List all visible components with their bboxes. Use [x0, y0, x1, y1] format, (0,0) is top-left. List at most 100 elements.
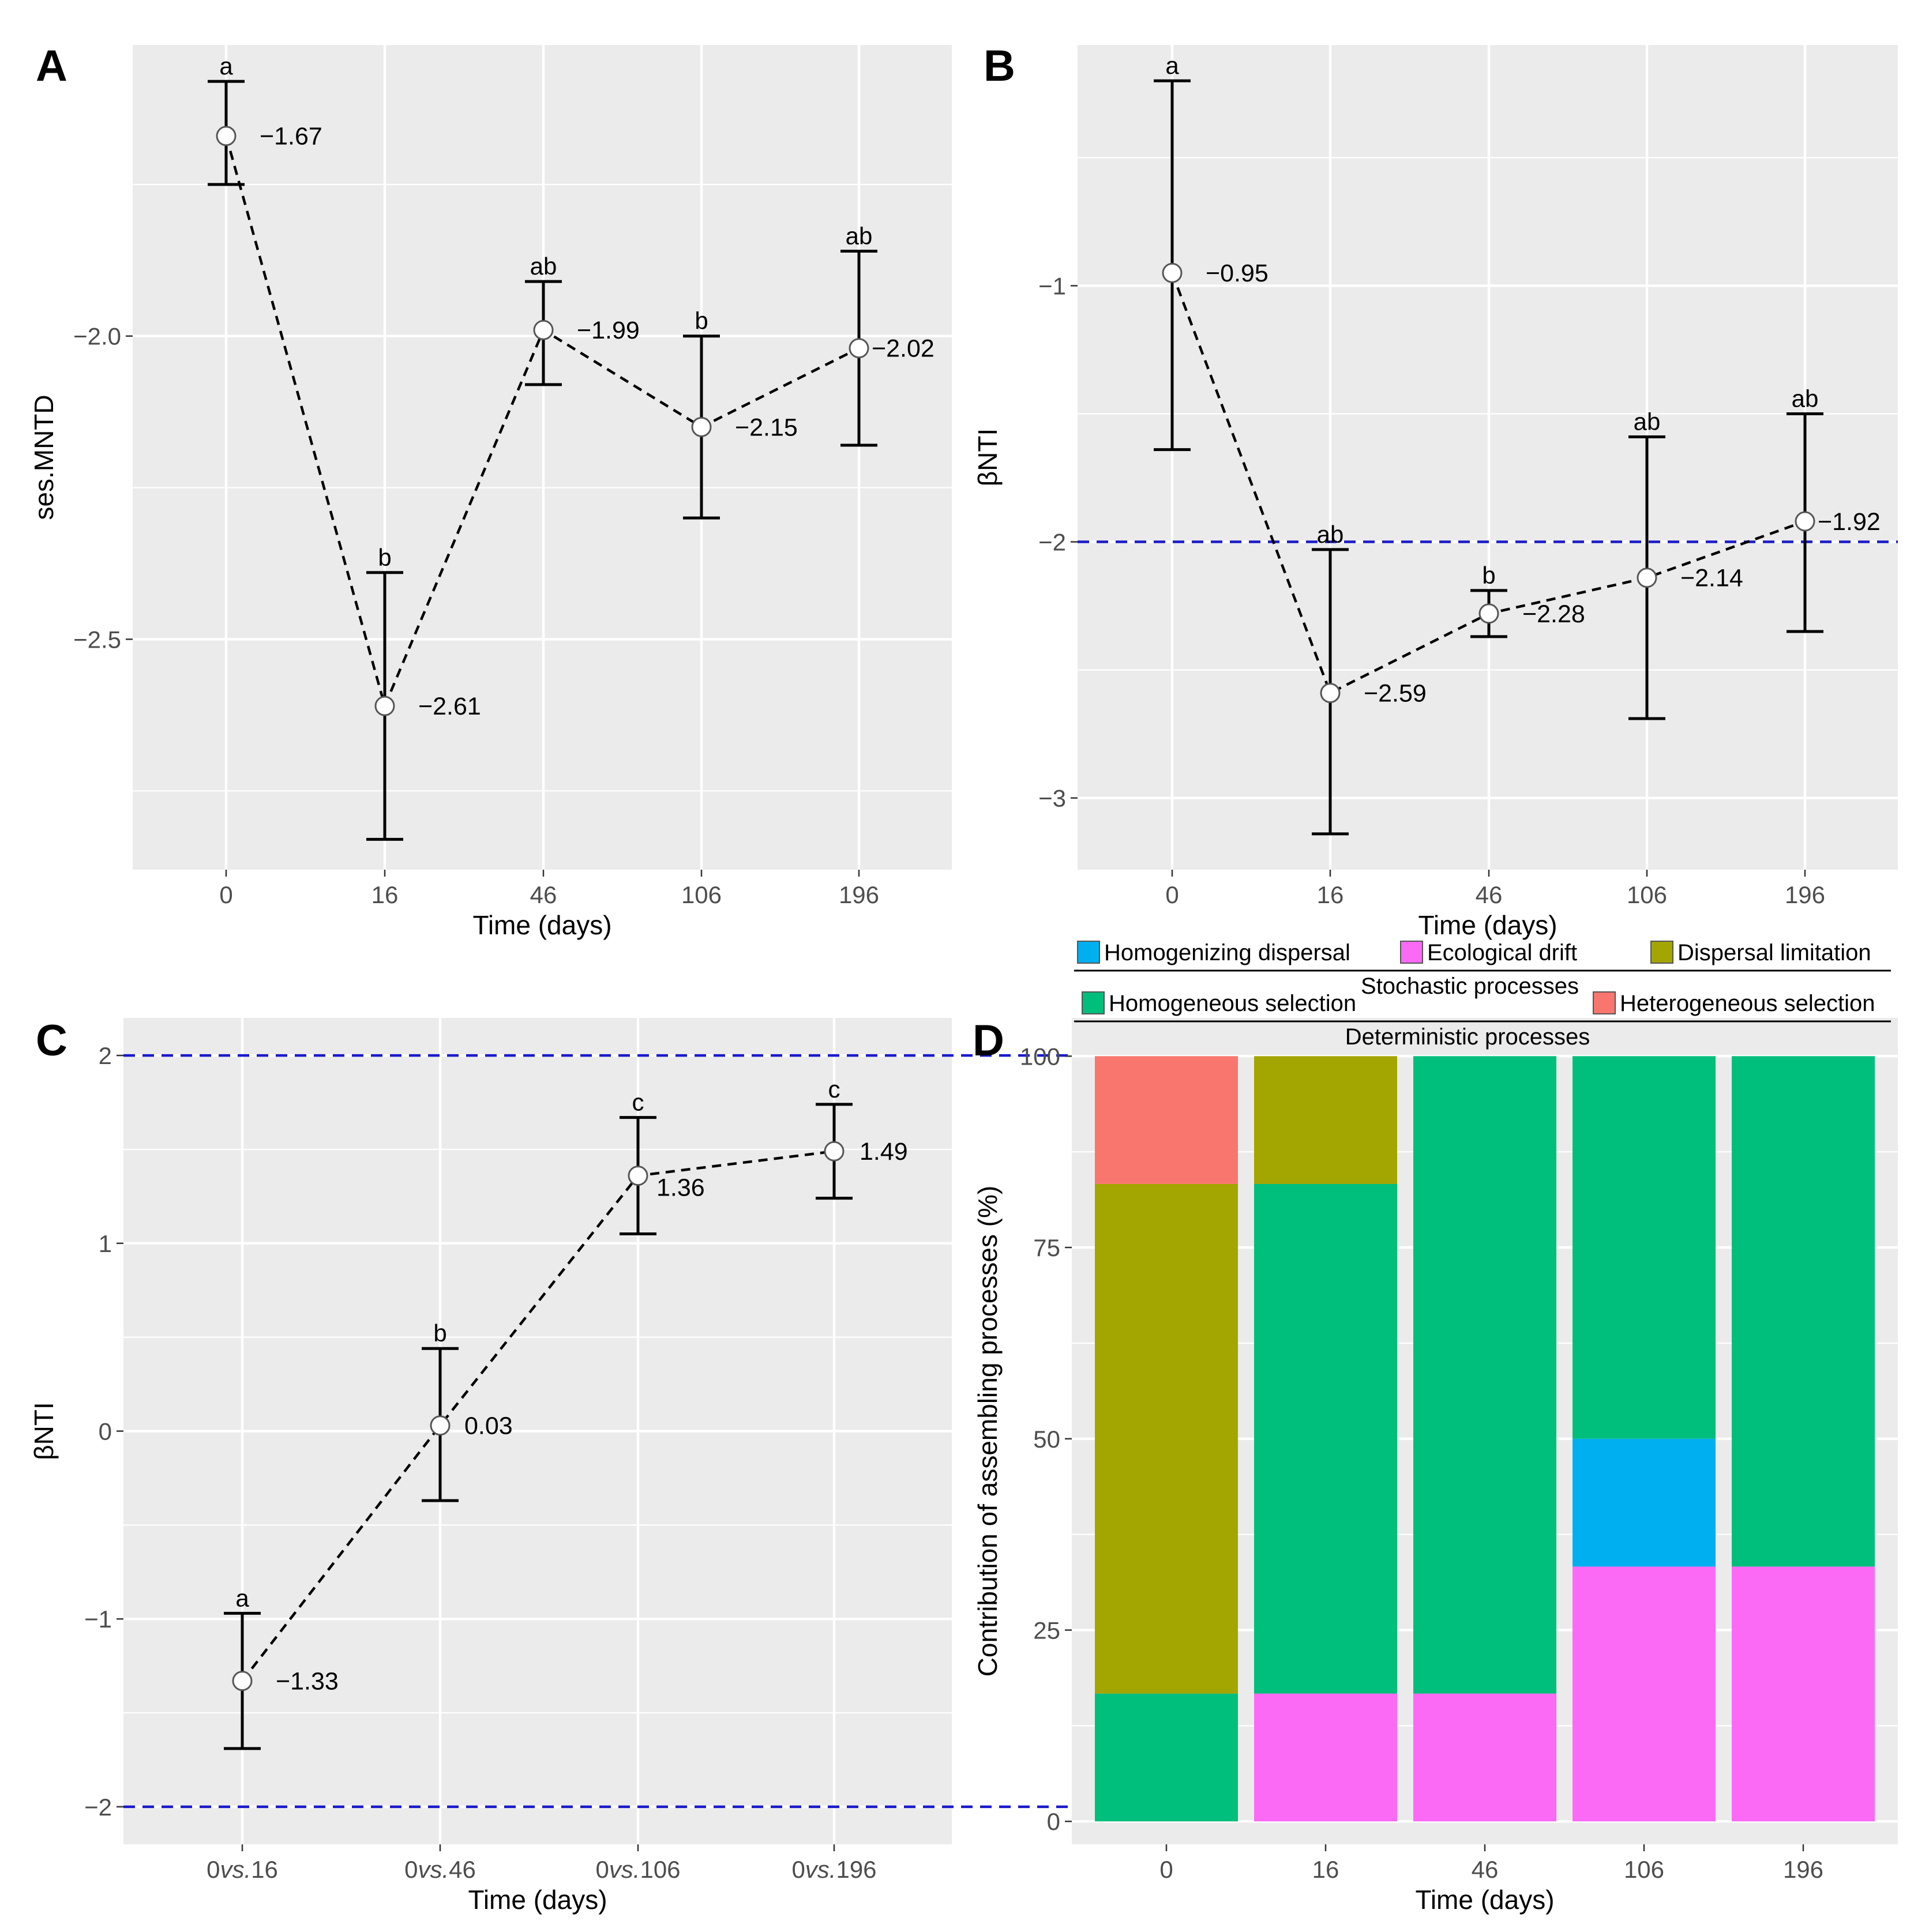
- data-point: [1162, 262, 1183, 283]
- x-tick-label: 0vs.16: [207, 1856, 278, 1883]
- data-label: 1.36: [656, 1174, 705, 1202]
- x-tick-label: 46: [530, 881, 557, 908]
- significance-letter: b: [1482, 562, 1495, 589]
- legend-item-label: Ecological drift: [1427, 940, 1577, 965]
- y-tick-label: 75: [1033, 1234, 1060, 1261]
- data-label: −2.59: [1364, 680, 1427, 708]
- x-tick-label-part: vs.: [805, 1856, 836, 1883]
- x-tick-label-part: vs.: [418, 1856, 449, 1883]
- bar-segment: [1413, 1693, 1556, 1822]
- significance-letter: b: [378, 544, 391, 571]
- x-tick-label: 106: [1624, 1856, 1664, 1883]
- x-tick-label-part: 0: [207, 1856, 220, 1883]
- legend-item-label: Homogenizing dispersal: [1104, 940, 1350, 965]
- y-tick-label: −3: [1038, 785, 1066, 812]
- panel-A: −2.0 −2.5 0 16 46 106 196 −1.67 a −2.61 b −1.99 ab −2…: [29, 42, 952, 940]
- data-point: [849, 338, 869, 359]
- y-tick-label: 25: [1033, 1617, 1060, 1644]
- legend: Homogenizing dispersal Ecological drift Di…: [1074, 940, 1891, 1050]
- bar-segment: [1254, 1183, 1397, 1694]
- data-label: −1.67: [260, 123, 322, 151]
- y-tick-label: 100: [1020, 1043, 1060, 1070]
- x-tick-label-part: vs.: [609, 1856, 640, 1883]
- x-axis-title: Time (days): [1418, 910, 1557, 940]
- x-axis-title: Time (days): [472, 910, 611, 940]
- x-tick-label: 46: [1472, 1856, 1499, 1883]
- panel-letter: B: [984, 42, 1015, 91]
- x-tick-label: 0: [1159, 1856, 1173, 1883]
- legend-group-title: Deterministic processes: [1345, 1024, 1590, 1050]
- x-tick-label-part: 16: [251, 1856, 278, 1883]
- data-label: −2.14: [1680, 565, 1743, 592]
- data-point: [374, 696, 395, 716]
- y-axis-title: Contribution of assembling processes (%): [973, 1186, 1003, 1677]
- significance-letter: ab: [1634, 408, 1661, 435]
- data-label: −2.28: [1522, 600, 1585, 628]
- x-tick-label-part: 46: [449, 1856, 476, 1883]
- y-tick-label: −2: [1038, 529, 1066, 556]
- data-label: −2.02: [872, 335, 935, 363]
- x-axis-title: Time (days): [1415, 1885, 1554, 1915]
- data-label: −2.15: [735, 414, 798, 441]
- x-tick-label: 46: [1476, 881, 1503, 908]
- x-tick-label: 0: [1165, 881, 1179, 908]
- data-point: [216, 126, 237, 146]
- bar-segment: [1573, 1056, 1716, 1439]
- significance-letter: a: [219, 52, 233, 80]
- x-tick-label: 0vs.46: [404, 1856, 476, 1883]
- significance-letter: a: [235, 1584, 249, 1611]
- data-point: [430, 1415, 451, 1436]
- x-tick-label: 196: [1785, 881, 1825, 908]
- x-tick-label-part: vs.: [220, 1856, 251, 1883]
- bar-segment: [1254, 1693, 1397, 1822]
- bar-segment: [1732, 1056, 1875, 1567]
- bar-segment: [1573, 1438, 1716, 1567]
- data-label: −1.92: [1818, 508, 1881, 536]
- y-tick-label: 2: [99, 1042, 112, 1069]
- x-tick-label: 0: [219, 881, 232, 908]
- series-line: [241, 1150, 835, 1682]
- legend-key: [1593, 991, 1616, 1014]
- bar-segment: [1732, 1566, 1875, 1822]
- x-axis-title: Time (days): [468, 1885, 607, 1915]
- legend-key: [1077, 941, 1100, 964]
- y-tick-label: −1: [1038, 272, 1066, 299]
- x-tick-label: 196: [1783, 1856, 1823, 1883]
- y-tick-label: −2: [84, 1794, 112, 1821]
- data-label: −0.95: [1206, 260, 1269, 287]
- x-tick-label: 16: [371, 881, 399, 908]
- x-tick-label: 0vs.106: [595, 1856, 680, 1883]
- data-point: [1478, 603, 1499, 624]
- legend-key: [1650, 941, 1673, 964]
- x-tick-label-part: 0: [791, 1856, 805, 1883]
- bar-segment: [1095, 1056, 1238, 1184]
- data-point: [824, 1141, 845, 1162]
- data-point: [1795, 511, 1815, 532]
- x-tick-label-part: 106: [640, 1856, 680, 1883]
- legend-key: [1082, 991, 1105, 1014]
- y-axis-title: βNTI: [973, 429, 1003, 487]
- data-label: −1.99: [577, 317, 640, 344]
- x-tick-label: 16: [1317, 881, 1344, 908]
- x-tick-label: 106: [1627, 881, 1667, 908]
- data-point: [1320, 683, 1341, 704]
- x-tick-label-part: 196: [836, 1856, 876, 1883]
- significance-letter: c: [632, 1089, 644, 1116]
- significance-letter: ab: [530, 253, 557, 280]
- significance-letter: b: [695, 307, 708, 334]
- panel-letter: A: [36, 42, 67, 91]
- data-label: −2.61: [418, 693, 481, 720]
- legend-item-label: Heterogeneous selection: [1620, 991, 1875, 1016]
- panel-D: 0 25 50 75 100 0 16 46 106 196 Time (days) Contribu…: [973, 1016, 1898, 1915]
- panel-letter: C: [36, 1016, 67, 1065]
- data-label: 1.49: [860, 1138, 908, 1166]
- significance-letter: a: [1165, 52, 1179, 79]
- y-axis-title: βNTI: [29, 1402, 59, 1460]
- y-tick-label: −1: [84, 1606, 112, 1633]
- bar-segment: [1573, 1566, 1716, 1822]
- bar-segment: [1413, 1056, 1556, 1694]
- y-tick-label: 0: [99, 1418, 112, 1445]
- bar-segment: [1095, 1183, 1238, 1694]
- x-tick-label: 0vs.196: [791, 1856, 876, 1883]
